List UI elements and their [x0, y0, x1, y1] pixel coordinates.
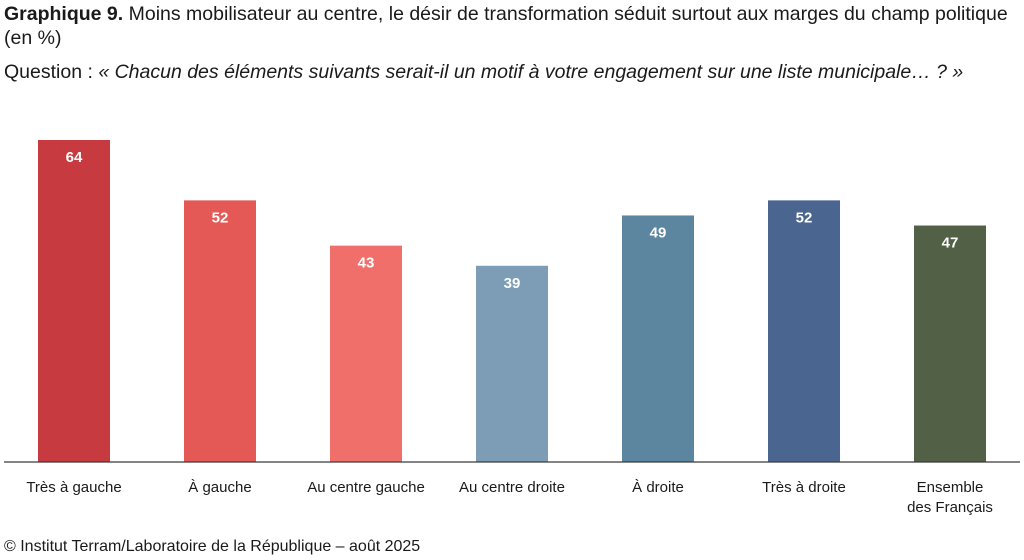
bar-au-centre-droite [476, 265, 548, 462]
chart-title: Graphique 9. Moins mobilisateur au centr… [4, 2, 1014, 50]
data-label-a-droite: 49 [650, 224, 667, 241]
question-text: « Chacun des éléments suivants serait-il… [98, 61, 964, 83]
bar-ensemble-des-francais [914, 225, 986, 462]
category-label-tres-a-gauche: Très à gauche [26, 479, 121, 496]
category-label-a-droite: À droite [632, 479, 684, 496]
category-labels-group: Très à gauche À gauche Au centre gauche Au … [26, 479, 993, 516]
bars-group: 64 52 43 39 49 52 47 [38, 140, 986, 462]
bar-tres-a-droite [768, 200, 840, 462]
chart-question: Question : « Chacun des éléments suivant… [4, 60, 1014, 84]
data-label-tres-a-droite: 52 [796, 209, 813, 226]
bar-a-droite [622, 215, 694, 462]
category-label-au-centre-droite: Au centre droite [459, 479, 565, 496]
bar-a-gauche [184, 200, 256, 462]
data-label-ensemble-des-francais: 47 [942, 235, 959, 252]
bar-chart: 64 52 43 39 49 52 47 Très à gauche À gauche Au c… [4, 140, 1020, 516]
source-note: © Institut Terram/Laboratoire de la Répu… [4, 538, 421, 555]
bar-au-centre-gauche [330, 245, 402, 462]
data-label-a-gauche: 52 [212, 209, 229, 226]
question-label: Question : [4, 61, 93, 83]
category-label-ensemble-des-francais: Ensemble des Français [907, 479, 993, 516]
chart-title-text: Moins mobilisateur au centre, le désir d… [4, 3, 1008, 49]
data-label-tres-a-gauche: 64 [66, 149, 83, 166]
category-label-au-centre-gauche: Au centre gauche [307, 479, 425, 496]
data-label-au-centre-gauche: 43 [358, 255, 375, 272]
data-label-au-centre-droite: 39 [504, 275, 521, 292]
bar-tres-a-gauche [38, 140, 110, 462]
category-label-tres-a-droite: Très à droite [762, 479, 846, 496]
chart-header: Graphique 9. Moins mobilisateur au centr… [4, 2, 1014, 84]
chart-title-prefix: Graphique 9. [4, 3, 124, 25]
category-label-a-gauche: À gauche [188, 479, 251, 496]
